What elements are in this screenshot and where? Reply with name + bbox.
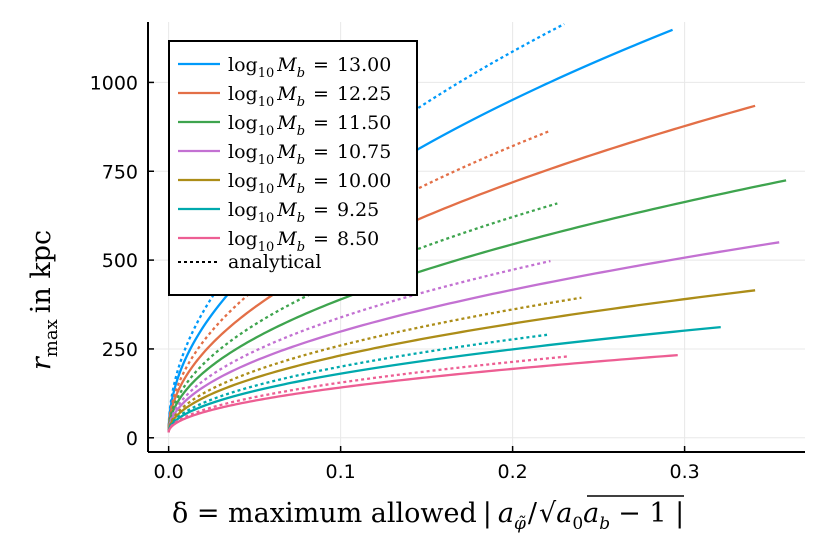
- legend-label-5: log10 Mb = 9.25: [228, 199, 379, 226]
- series-analytical-5: [167, 333, 548, 433]
- series-analytical-3: [167, 259, 551, 433]
- y-tick-label: 0: [126, 428, 138, 450]
- x-axis-title-den2: a: [583, 498, 599, 529]
- x-axis-title-num-sub: φ̃: [514, 514, 526, 534]
- legend-label-6: log10 Mb = 8.50: [228, 228, 379, 255]
- y-tick-label: 750: [102, 161, 138, 183]
- series-analytical-2: [167, 202, 558, 433]
- y-axis-title-r: r: [26, 355, 57, 370]
- legend-label-3: log10 Mb = 10.75: [228, 141, 391, 168]
- x-axis-title-sqrt: √: [539, 498, 557, 529]
- x-axis-title-bar1: |: [483, 498, 492, 529]
- series-line-2: [167, 179, 787, 433]
- series-line-6: [167, 353, 678, 434]
- legend-label-4: log10 Mb = 10.00: [228, 170, 391, 197]
- series-analytical-4: [167, 296, 582, 433]
- x-axis-title-den-subb: b: [599, 514, 610, 534]
- series-line-5: [167, 326, 721, 433]
- y-tick-label: 1000: [90, 72, 138, 94]
- x-tick-label: 0.3: [669, 461, 699, 483]
- series-line-4: [167, 289, 756, 433]
- x-tick-label: 0.2: [498, 461, 528, 483]
- y-axis-title-sub: max: [41, 319, 62, 357]
- y-tick-label: 250: [102, 339, 138, 361]
- x-axis-title-den: a: [556, 498, 572, 529]
- y-axis-title: rmax in kpc: [26, 230, 62, 370]
- legend-label-2: log10 Mb = 11.50: [228, 112, 391, 139]
- series-layer: [167, 22, 787, 434]
- y-tick-label: 500: [102, 250, 138, 272]
- legend-box: [168, 40, 418, 296]
- legend-label-1: log10 Mb = 12.25: [228, 83, 391, 110]
- x-tick-label: 0.1: [326, 461, 356, 483]
- x-tick-label: 0.0: [154, 461, 184, 483]
- legend-label-0: log10 Mb = 13.00: [228, 54, 391, 81]
- axes: [147, 22, 805, 453]
- tick-labels: 0.0 0.1 0.2 0.3 0 250 500 750 1000: [90, 72, 700, 483]
- series-line-3: [167, 241, 780, 433]
- series-analytical-6: [167, 355, 568, 434]
- x-axis-title-tail: − 1 |: [618, 498, 684, 529]
- x-axis-title-den-sub0: 0: [572, 514, 583, 534]
- x-axis-title: δ = maximum allowed | aφ̃/√a0ab − 1 |: [172, 495, 684, 534]
- x-axis-title-slash: /: [528, 498, 538, 529]
- x-axis-title-num: a: [498, 498, 514, 529]
- legend-label-analytical: analytical: [228, 251, 321, 273]
- x-axis-title-lhs: δ = maximum allowed: [172, 498, 477, 529]
- x-axis-title-text: δ = maximum allowed | aφ̃/√a0ab − 1 |: [172, 498, 684, 534]
- y-axis-title-rest: in kpc: [26, 230, 57, 313]
